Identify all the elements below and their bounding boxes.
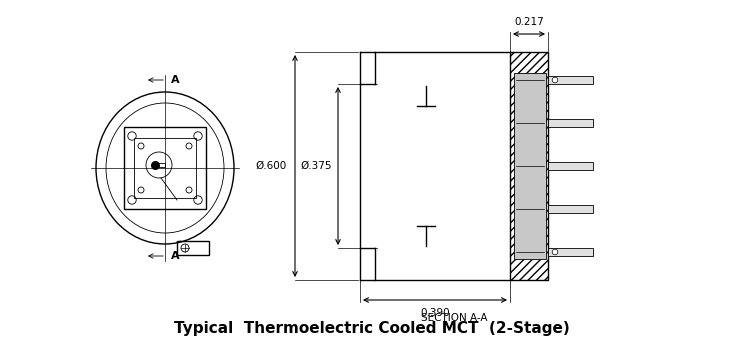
Text: A: A xyxy=(171,75,180,85)
Bar xyxy=(548,76,593,84)
Text: Typical  Thermoelectric Cooled MCT  (2-Stage): Typical Thermoelectric Cooled MCT (2-Sta… xyxy=(174,321,570,336)
Text: 0.390: 0.390 xyxy=(420,308,450,318)
Text: 0.217: 0.217 xyxy=(514,17,544,27)
Text: SECTION A-A: SECTION A-A xyxy=(421,313,487,323)
Text: Ø.600: Ø.600 xyxy=(256,161,287,171)
Bar xyxy=(156,163,165,167)
Bar xyxy=(134,138,196,198)
Bar xyxy=(514,73,546,259)
Text: Ø.375: Ø.375 xyxy=(300,161,332,171)
Bar xyxy=(548,248,593,256)
Bar xyxy=(548,119,593,127)
Circle shape xyxy=(552,77,558,83)
Bar xyxy=(177,241,209,255)
Bar xyxy=(548,205,593,213)
Bar xyxy=(510,52,548,280)
Bar xyxy=(124,127,206,209)
Circle shape xyxy=(552,249,558,255)
Bar xyxy=(548,162,593,170)
Text: A: A xyxy=(171,251,180,261)
